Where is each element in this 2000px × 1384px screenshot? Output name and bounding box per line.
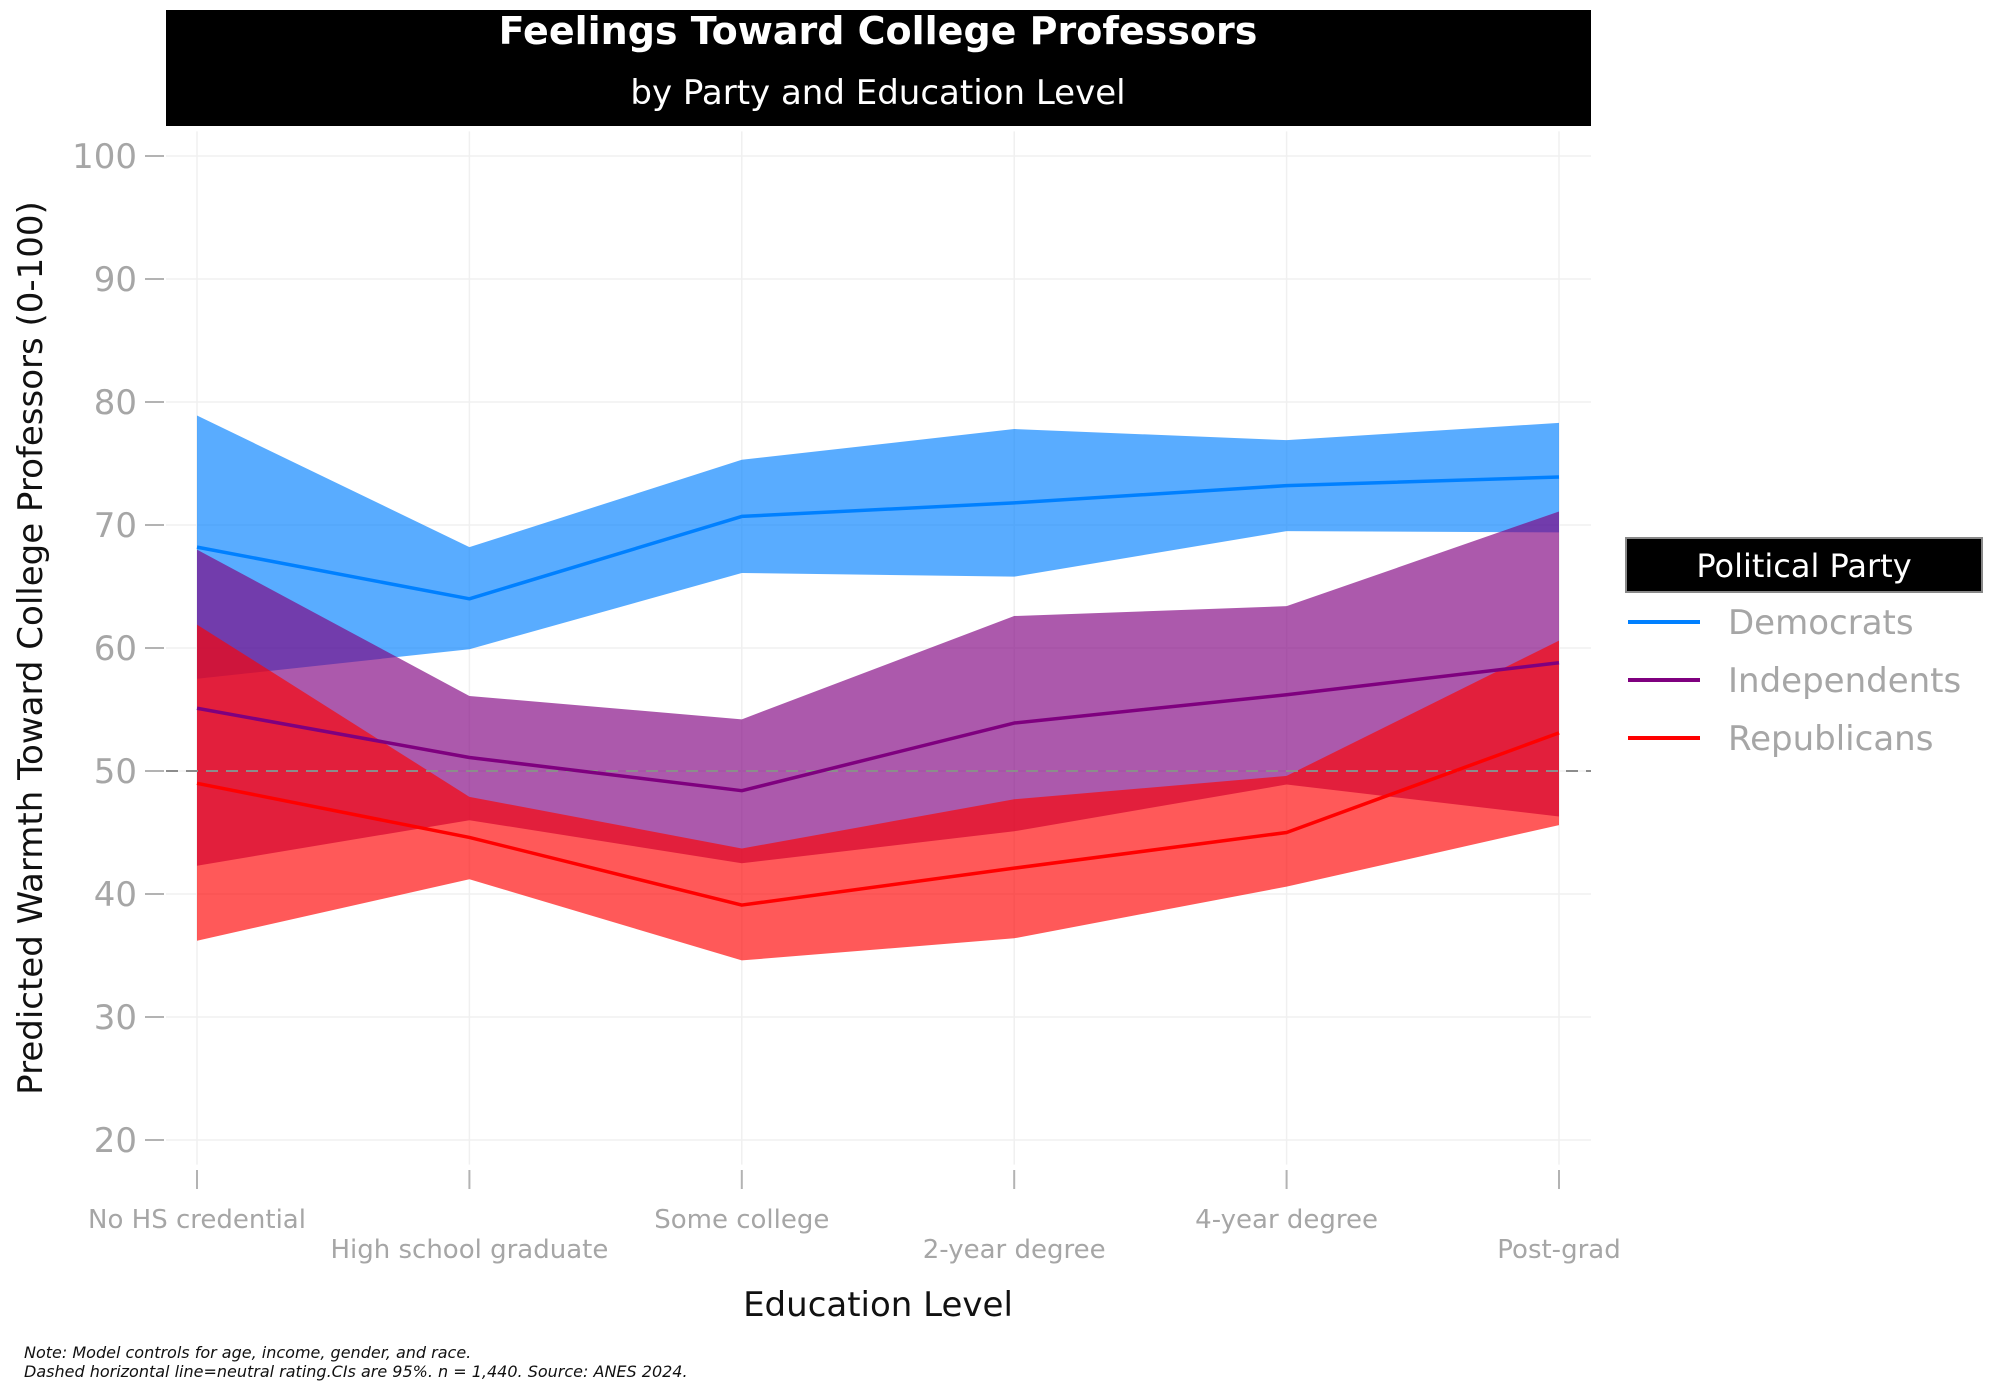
chart-title: Feelings Toward College Professors bbox=[499, 9, 1258, 53]
series-line-independents bbox=[196, 661, 1560, 793]
y-tick-label: 40 bbox=[94, 875, 137, 915]
x-axis: No HS credential High school graduate Some… bbox=[88, 1170, 1621, 1265]
legend-title-box bbox=[1625, 537, 1983, 593]
y-tick-label: 20 bbox=[94, 1121, 137, 1161]
y-tick-label: 90 bbox=[94, 260, 137, 300]
note-line-2: Dashed horizontal line=neutral rating.CI… bbox=[24, 1362, 688, 1381]
legend: Political Party Democrats Independents Rep… bbox=[1625, 537, 1983, 759]
x-axis-title: Education Level bbox=[743, 1285, 1013, 1325]
x-tick-label: Some college bbox=[654, 1205, 829, 1235]
ci-band-republicans bbox=[197, 624, 1559, 961]
y-tick-label: 80 bbox=[94, 383, 137, 423]
note-line-1: Note: Model controls for age, income, ge… bbox=[24, 1343, 471, 1362]
x-tick-label: Post-grad bbox=[1497, 1235, 1620, 1265]
x-tick-label: No HS credential bbox=[88, 1205, 306, 1235]
y-tick-label: 30 bbox=[94, 998, 137, 1038]
y-axis-title: Predicted Warmth Toward College Professo… bbox=[11, 201, 51, 1095]
y-tick-label: 60 bbox=[94, 629, 137, 669]
legend-label-democrats: Democrats bbox=[1728, 603, 1914, 643]
y-tick-label: 70 bbox=[94, 506, 137, 546]
title-banner bbox=[166, 10, 1591, 126]
legend-label-republicans: Republicans bbox=[1728, 719, 1933, 759]
chart-subtitle: by Party and Education Level bbox=[630, 73, 1125, 113]
series-line-democrats bbox=[196, 475, 1560, 601]
series-line-republicans bbox=[196, 731, 1560, 907]
ci-band-democrats bbox=[197, 415, 1559, 679]
y-axis: 20 30 40 50 60 70 80 90 100 bbox=[72, 137, 164, 1161]
y-tick-label: 100 bbox=[72, 137, 137, 177]
confidence-bands bbox=[197, 415, 1559, 961]
x-tick-label: 4-year degree bbox=[1195, 1205, 1378, 1235]
series-lines bbox=[196, 475, 1560, 907]
legend-title: Political Party bbox=[1696, 547, 1911, 585]
legend-label-independents: Independents bbox=[1728, 661, 1961, 701]
ci-band-independents bbox=[197, 511, 1559, 866]
y-tick-label: 50 bbox=[94, 752, 137, 792]
x-tick-label: 2-year degree bbox=[923, 1235, 1106, 1265]
x-tick-label: High school graduate bbox=[330, 1235, 608, 1265]
